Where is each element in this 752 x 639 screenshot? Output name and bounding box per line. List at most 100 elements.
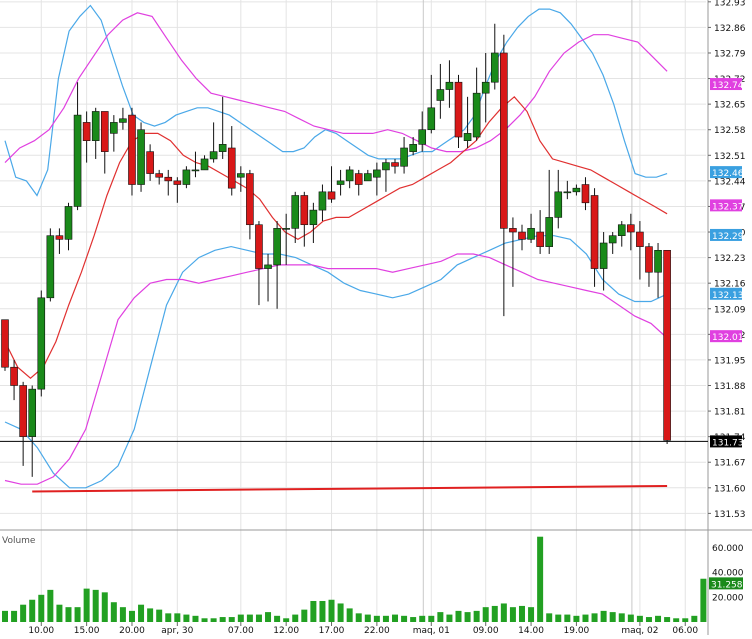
volume-bar [119, 607, 126, 622]
volume-bar [446, 614, 453, 622]
price-tick-label: 132.86 [714, 24, 746, 34]
candle-body [318, 191, 327, 211]
volume-bar [691, 615, 698, 622]
candle-body [518, 231, 526, 240]
candle-body [191, 169, 200, 172]
support-trendline [32, 484, 668, 493]
volume-bar [645, 617, 652, 622]
candle-body [137, 129, 145, 185]
volume-bar [618, 613, 625, 622]
volume-bar [509, 607, 516, 622]
candle-body [300, 195, 309, 226]
candle-body [110, 122, 118, 134]
candle-body [463, 133, 472, 141]
candle-body [255, 224, 263, 269]
candle-body [28, 388, 37, 437]
candle-body [572, 187, 581, 193]
volume-bar [627, 614, 634, 622]
volume-bar [228, 617, 235, 622]
volume-bar [392, 614, 399, 622]
candle-body [427, 107, 436, 131]
time-tick-label: 22.00 [364, 626, 390, 635]
volume-bar [283, 618, 290, 622]
candle-body [391, 162, 399, 167]
candle-body [182, 169, 191, 185]
candle-body [500, 52, 508, 229]
volume-bar [473, 610, 480, 622]
candle-body [237, 173, 245, 178]
volume-bar [546, 613, 553, 622]
volume-bar [410, 617, 417, 622]
volume-label: Volume [2, 536, 36, 546]
candle-body [636, 231, 644, 247]
price-tag [710, 228, 742, 241]
price-tick-label: 131.81 [714, 408, 746, 418]
candle-body [345, 169, 354, 182]
candle-body [19, 385, 27, 437]
candle-body [264, 264, 272, 269]
candle-body [527, 228, 535, 240]
candle-body [46, 235, 55, 299]
price-tag-label: 132.13 [712, 291, 744, 301]
candle-body [536, 231, 544, 247]
time-tick-label: 12.00 [273, 626, 299, 635]
price-tick-label: 132.65 [714, 101, 746, 111]
volume-bar [192, 615, 199, 622]
bollinger-fast-upper [4, 4, 668, 197]
bollinger-slow-lower [4, 253, 668, 485]
volume-bar [591, 613, 598, 622]
time-tick-label: 15.00 [74, 626, 100, 635]
candle-body [400, 147, 408, 167]
price-tag [710, 166, 742, 179]
volume-bar [83, 588, 90, 622]
volume-current-label: 31.258 [711, 580, 743, 590]
volume-bar [110, 602, 117, 622]
volume-tick-label: 20.000 [712, 593, 744, 603]
volume-current-tag [709, 577, 743, 590]
volume-bar [328, 599, 335, 622]
price-tag [710, 287, 742, 300]
volume-bar [210, 618, 217, 622]
volume-bar [382, 615, 389, 622]
volume-bar [301, 609, 308, 622]
candle-body [608, 235, 617, 244]
price-tick-label: 132.09 [714, 305, 746, 315]
volume-bar [464, 612, 471, 622]
candle-body [273, 228, 281, 266]
volume-bar [38, 594, 45, 622]
volume-bar [636, 615, 643, 622]
candle-body [173, 180, 182, 185]
candle-body [554, 191, 563, 218]
candle-body [218, 144, 227, 152]
volume-bar [310, 600, 317, 622]
volume-bar [482, 607, 489, 622]
volume-bar [364, 614, 371, 622]
volume-bar [491, 605, 498, 622]
volume-bar [201, 618, 208, 622]
candle-body [82, 122, 91, 141]
price-tag-label: 132.29 [712, 232, 744, 242]
candle-body [617, 224, 626, 236]
candle-body [454, 81, 463, 138]
candle-body [472, 92, 481, 138]
volume-bar [11, 610, 18, 622]
price-tick-label: 131.53 [714, 510, 746, 520]
price-tick-label: 131.88 [714, 382, 746, 392]
price-tag [710, 199, 742, 212]
volume-bar [573, 615, 580, 622]
candle-body [227, 147, 236, 189]
candle-body [436, 89, 445, 101]
volume-bar [74, 607, 81, 622]
volume-bar [700, 578, 707, 622]
price-tick-label: 132.23 [714, 254, 746, 264]
candle-body [91, 111, 100, 141]
volume-bar [609, 612, 616, 622]
volume-bar [673, 618, 680, 622]
volume-bar [319, 600, 326, 622]
candle-body [309, 209, 318, 226]
price-tag [710, 78, 742, 91]
time-tick-label: 17.00 [319, 626, 345, 635]
